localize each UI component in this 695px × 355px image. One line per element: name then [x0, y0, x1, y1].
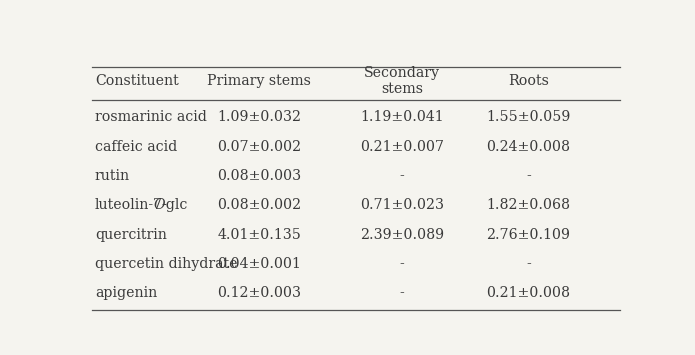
Text: luteolin-7-: luteolin-7- — [95, 198, 167, 212]
Text: 0.04±0.001: 0.04±0.001 — [218, 257, 301, 271]
Text: -glc: -glc — [162, 198, 188, 212]
Text: 2.39±0.089: 2.39±0.089 — [360, 228, 444, 241]
Text: 1.82±0.068: 1.82±0.068 — [486, 198, 571, 212]
Text: -: - — [400, 169, 404, 183]
Text: apigenin: apigenin — [95, 286, 157, 300]
Text: Primary stems: Primary stems — [207, 74, 311, 88]
Text: -: - — [400, 286, 404, 300]
Text: Roots: Roots — [508, 74, 549, 88]
Text: quercetin dihydrate: quercetin dihydrate — [95, 257, 238, 271]
Text: -: - — [526, 169, 531, 183]
Text: rutin: rutin — [95, 169, 130, 183]
Text: 0.12±0.003: 0.12±0.003 — [218, 286, 301, 300]
Text: 1.55±0.059: 1.55±0.059 — [486, 110, 571, 124]
Text: 1.09±0.032: 1.09±0.032 — [218, 110, 301, 124]
Text: O: O — [153, 198, 165, 212]
Text: 1.19±0.041: 1.19±0.041 — [360, 110, 444, 124]
Text: Constituent: Constituent — [95, 74, 179, 88]
Text: -: - — [400, 257, 404, 271]
Text: quercitrin: quercitrin — [95, 228, 167, 241]
Text: 0.08±0.003: 0.08±0.003 — [217, 169, 302, 183]
Text: -: - — [526, 257, 531, 271]
Text: 0.21±0.007: 0.21±0.007 — [360, 140, 444, 154]
Text: 4.01±0.135: 4.01±0.135 — [218, 228, 301, 241]
Text: 0.24±0.008: 0.24±0.008 — [486, 140, 571, 154]
Text: 0.71±0.023: 0.71±0.023 — [360, 198, 444, 212]
Text: 0.08±0.002: 0.08±0.002 — [217, 198, 302, 212]
Text: 0.21±0.008: 0.21±0.008 — [486, 286, 571, 300]
Text: caffeic acid: caffeic acid — [95, 140, 177, 154]
Text: Secondary
stems: Secondary stems — [364, 66, 440, 96]
Text: rosmarinic acid: rosmarinic acid — [95, 110, 207, 124]
Text: 0.07±0.002: 0.07±0.002 — [217, 140, 302, 154]
Text: 2.76±0.109: 2.76±0.109 — [486, 228, 571, 241]
